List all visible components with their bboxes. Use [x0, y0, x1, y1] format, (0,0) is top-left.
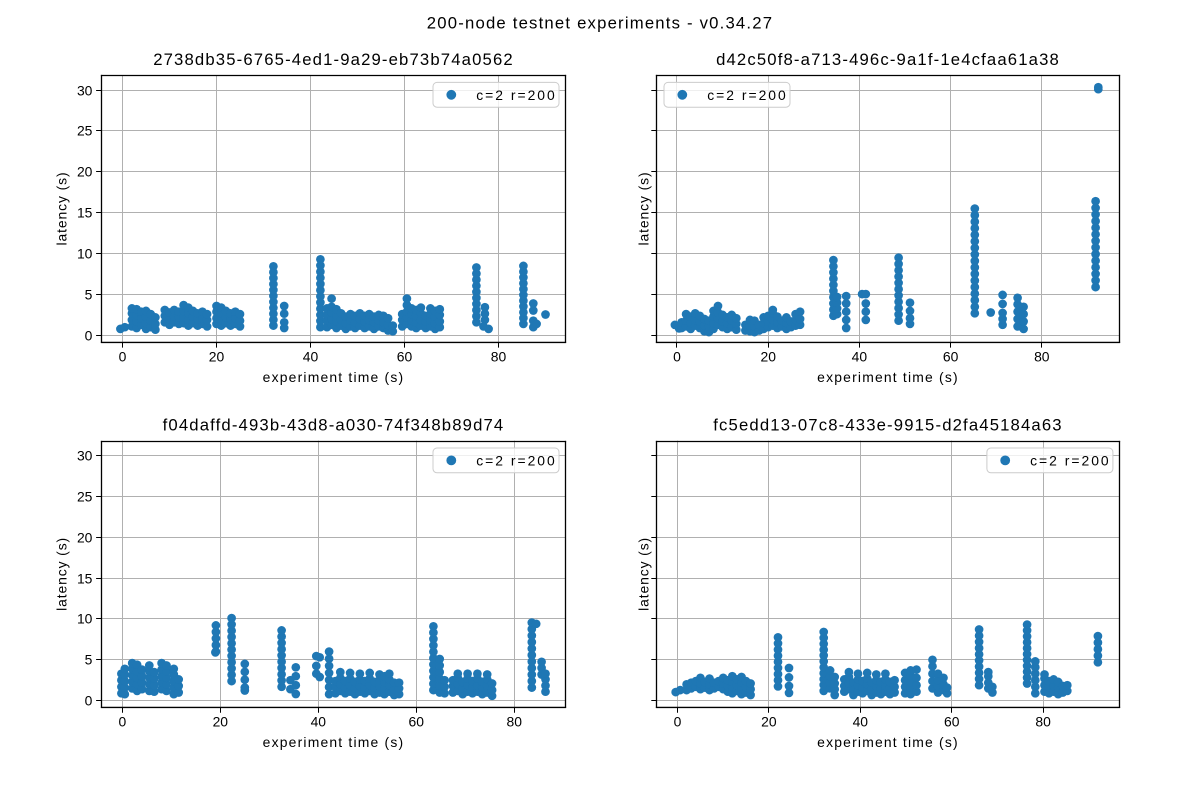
svg-text:0: 0: [85, 327, 93, 343]
svg-text:60: 60: [397, 349, 413, 365]
svg-text:20: 20: [209, 349, 225, 365]
svg-text:experiment time (s): experiment time (s): [263, 369, 405, 385]
svg-text:20: 20: [77, 163, 93, 179]
svg-text:experiment time (s): experiment time (s): [263, 734, 405, 750]
svg-text:experiment time (s): experiment time (s): [817, 369, 959, 385]
svg-text:40: 40: [311, 714, 327, 730]
svg-text:20: 20: [77, 529, 93, 545]
svg-text:latency (s): latency (s): [54, 172, 70, 246]
svg-text:2738db35-6765-4ed1-9a29-eb73b7: 2738db35-6765-4ed1-9a29-eb73b74a0562: [153, 50, 514, 69]
svg-text:30: 30: [77, 447, 93, 463]
svg-text:c=2 r=200: c=2 r=200: [476, 452, 557, 468]
svg-text:80: 80: [1034, 349, 1050, 365]
svg-text:c=2 r=200: c=2 r=200: [476, 87, 557, 103]
svg-text:f04daffd-493b-43d8-a030-74f348: f04daffd-493b-43d8-a030-74f348b89d74: [163, 415, 505, 434]
svg-text:c=2 r=200: c=2 r=200: [707, 87, 788, 103]
svg-text:0: 0: [85, 692, 93, 708]
svg-text:fc5edd13-07c8-433e-9915-d2fa45: fc5edd13-07c8-433e-9915-d2fa45184a63: [713, 415, 1062, 434]
svg-text:40: 40: [852, 349, 868, 365]
svg-text:15: 15: [77, 570, 93, 586]
svg-text:d42c50f8-a713-496c-9a1f-1e4cfa: d42c50f8-a713-496c-9a1f-1e4cfaa61a38: [716, 50, 1060, 69]
svg-text:0: 0: [119, 714, 127, 730]
svg-text:20: 20: [761, 714, 777, 730]
svg-text:latency (s): latency (s): [636, 172, 652, 246]
svg-text:15: 15: [77, 204, 93, 220]
svg-text:80: 80: [1035, 714, 1051, 730]
svg-text:40: 40: [303, 349, 319, 365]
svg-text:10: 10: [77, 610, 93, 626]
svg-text:80: 80: [506, 714, 522, 730]
svg-text:60: 60: [944, 714, 960, 730]
svg-text:30: 30: [77, 82, 93, 98]
svg-text:80: 80: [491, 349, 507, 365]
svg-text:10: 10: [77, 245, 93, 261]
svg-text:200-node testnet experiments -: 200-node testnet experiments - v0.34.27: [427, 13, 773, 32]
svg-text:0: 0: [674, 714, 682, 730]
svg-text:latency (s): latency (s): [54, 537, 70, 611]
svg-text:5: 5: [85, 286, 93, 302]
svg-text:25: 25: [77, 488, 93, 504]
svg-text:c=2 r=200: c=2 r=200: [1030, 452, 1111, 468]
svg-text:0: 0: [119, 349, 127, 365]
svg-text:40: 40: [853, 714, 869, 730]
svg-text:0: 0: [673, 349, 681, 365]
svg-text:60: 60: [943, 349, 959, 365]
svg-text:experiment time (s): experiment time (s): [817, 734, 959, 750]
svg-text:5: 5: [85, 651, 93, 667]
svg-text:25: 25: [77, 122, 93, 138]
svg-text:20: 20: [213, 714, 229, 730]
svg-text:latency (s): latency (s): [636, 537, 652, 611]
svg-text:60: 60: [408, 714, 424, 730]
svg-text:20: 20: [760, 349, 776, 365]
